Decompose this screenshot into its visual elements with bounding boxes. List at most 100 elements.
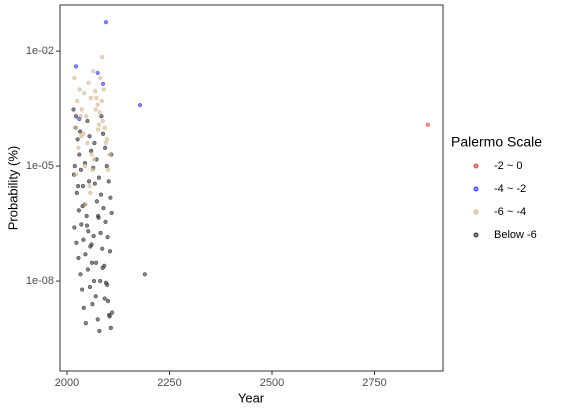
point	[87, 134, 92, 139]
point	[98, 278, 103, 284]
legend-marker	[473, 232, 479, 238]
point	[87, 184, 92, 189]
point	[109, 210, 114, 216]
legend-title: Palermo Scale	[451, 134, 542, 150]
legend-marker	[473, 163, 479, 169]
point	[73, 64, 79, 69]
point	[91, 69, 96, 74]
point	[96, 122, 102, 127]
point	[72, 164, 77, 169]
legend-marker	[473, 186, 479, 192]
point	[105, 299, 111, 304]
point	[105, 235, 110, 240]
point	[100, 81, 106, 86]
point	[80, 184, 86, 189]
point	[78, 272, 83, 277]
point	[73, 114, 79, 119]
point	[96, 213, 101, 219]
point	[84, 213, 89, 219]
point	[83, 202, 88, 207]
point	[101, 87, 106, 92]
point	[98, 230, 103, 236]
point	[103, 145, 108, 150]
point	[76, 208, 81, 213]
point	[91, 233, 96, 239]
point	[72, 225, 77, 230]
point	[102, 125, 107, 130]
point	[101, 206, 106, 211]
point	[95, 70, 100, 76]
point	[82, 91, 87, 96]
point	[76, 145, 81, 150]
point	[82, 164, 88, 169]
point	[108, 325, 113, 330]
legend-label: Below -6	[494, 229, 537, 241]
point	[75, 137, 80, 142]
point	[73, 172, 79, 177]
point	[92, 181, 97, 186]
point	[93, 107, 98, 112]
point	[99, 98, 104, 104]
point	[98, 75, 103, 81]
point	[71, 107, 76, 112]
point	[87, 284, 93, 290]
point	[72, 75, 77, 81]
point	[77, 116, 82, 122]
point	[85, 267, 90, 272]
point	[96, 175, 102, 180]
point	[81, 305, 86, 310]
point	[93, 89, 98, 94]
point	[103, 140, 109, 146]
legend-label: -6 ~ -4	[494, 206, 526, 218]
point	[86, 229, 91, 234]
point	[95, 317, 100, 322]
x-axis-title: Year	[238, 390, 265, 405]
point	[90, 302, 95, 307]
point	[74, 190, 79, 195]
point	[80, 287, 85, 292]
point	[105, 282, 110, 287]
point	[77, 129, 83, 134]
point	[77, 87, 82, 92]
point	[100, 118, 105, 124]
point	[108, 195, 113, 200]
point	[109, 310, 115, 315]
y-axis-title: Probability (%)	[5, 146, 20, 231]
point	[83, 252, 88, 257]
point	[107, 152, 112, 157]
point	[99, 114, 104, 119]
point	[76, 255, 81, 261]
point	[100, 54, 105, 60]
point	[89, 148, 94, 153]
legend-label: -4 ~ -2	[494, 183, 526, 195]
point	[79, 107, 84, 112]
point	[89, 260, 95, 265]
point	[83, 321, 88, 326]
plot-panel	[59, 4, 444, 372]
point	[102, 296, 107, 301]
point	[103, 20, 109, 25]
point	[88, 95, 93, 101]
point	[85, 118, 90, 124]
point	[425, 122, 430, 127]
point	[85, 140, 90, 146]
point	[93, 294, 98, 299]
x-tick-label: 2250	[157, 377, 181, 389]
legend-label: -2 ~ 0	[494, 160, 522, 172]
point	[103, 219, 108, 224]
point	[93, 260, 99, 265]
legend-marker	[473, 209, 479, 215]
point	[89, 242, 94, 247]
point	[84, 223, 90, 228]
y-tick-label: 1e-02	[26, 45, 54, 57]
point	[79, 222, 84, 227]
point	[105, 167, 111, 172]
point	[75, 98, 80, 104]
point	[91, 157, 97, 162]
point	[142, 272, 147, 277]
point	[73, 125, 78, 130]
point	[104, 164, 109, 169]
point	[75, 184, 81, 189]
point	[92, 140, 97, 146]
point	[107, 249, 113, 254]
